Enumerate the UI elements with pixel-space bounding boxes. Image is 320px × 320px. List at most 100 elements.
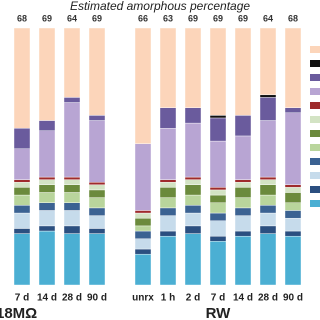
bar-segment	[134, 27, 152, 144]
x-tick-label: 28 d	[62, 293, 82, 304]
bar-segment	[159, 197, 177, 209]
bar-segment	[234, 235, 252, 286]
bar-segment	[38, 192, 56, 203]
top-label: 69	[238, 13, 248, 23]
x-tick-label: 28 d	[258, 293, 278, 304]
bar-segment	[234, 115, 252, 137]
bar-segment	[209, 241, 227, 286]
bar-segment	[13, 205, 31, 214]
bar-segment	[13, 194, 31, 206]
bar-segment	[234, 187, 252, 198]
bar-segment	[284, 202, 302, 211]
bar-segment	[63, 225, 81, 234]
bar-segment	[38, 202, 56, 211]
bar-segment	[38, 210, 56, 227]
bar-segment	[209, 220, 227, 237]
top-label: 69	[42, 13, 52, 23]
bar-segment	[159, 179, 177, 183]
bar-segment	[134, 253, 152, 286]
bar-segment	[88, 233, 106, 286]
bar-segment	[184, 233, 202, 286]
bar-segment	[259, 225, 277, 234]
x-tick-label: unrx	[132, 293, 154, 304]
bar-segment	[13, 179, 31, 183]
bar-segment	[159, 128, 177, 180]
x-tick-label: 14 d	[37, 293, 57, 304]
bar-segment	[134, 248, 152, 255]
bar-segment	[88, 207, 106, 216]
panel-label: RW	[206, 305, 232, 320]
bar-segment	[134, 212, 152, 219]
legend-swatch	[310, 186, 320, 193]
bar-segment	[63, 102, 81, 178]
bar-segment	[284, 187, 302, 193]
bar-segment	[259, 27, 277, 96]
x-tick-label: 7 d	[211, 293, 225, 304]
bar-segment	[209, 140, 227, 188]
bar-segment	[234, 179, 252, 183]
top-label: 69	[213, 13, 223, 23]
bar-segment	[184, 205, 202, 214]
bar-segment	[88, 120, 106, 183]
bar-segment	[63, 27, 81, 98]
bar-segment	[159, 181, 177, 188]
chart-title: Estimated amorphous percentage	[70, 0, 250, 13]
bar-segment	[159, 235, 177, 286]
bar-segment	[259, 212, 277, 227]
x-tick-label: 2 d	[186, 293, 200, 304]
bar-segment	[209, 115, 227, 119]
bar-segment	[259, 184, 277, 196]
legend-swatch	[310, 46, 320, 53]
bar-segment	[284, 210, 302, 219]
bar-segment	[284, 27, 302, 108]
bar-segment	[63, 97, 81, 103]
legend-swatch	[310, 74, 320, 81]
top-label: 66	[138, 13, 148, 23]
bar-segment	[38, 230, 56, 286]
bar-segment	[38, 130, 56, 178]
bar-segment	[63, 176, 81, 180]
legend-swatch	[310, 200, 320, 207]
bar-segment	[234, 135, 252, 180]
bar-segment	[209, 117, 227, 142]
bar-segment	[88, 184, 106, 191]
bar-segment	[134, 238, 152, 250]
bar-segment	[134, 230, 152, 239]
bar-segment	[159, 107, 177, 129]
bar-segment	[209, 235, 227, 242]
bar-segment	[184, 176, 202, 180]
x-tick-label: 90 d	[283, 293, 303, 304]
bar-segment	[184, 27, 202, 108]
bar-segment	[63, 202, 81, 211]
bar-segment	[134, 217, 152, 227]
bar-segment	[134, 210, 152, 214]
bar-segment	[38, 27, 56, 121]
bar-segment	[284, 230, 302, 237]
x-tick-label: 7 d	[15, 293, 29, 304]
bar-segment	[284, 112, 302, 185]
legend-swatch	[310, 144, 320, 151]
bar-segment	[13, 228, 31, 234]
panel-label: 18MΩ	[0, 305, 37, 320]
bar-segment	[209, 189, 227, 196]
bar-segment	[13, 187, 31, 196]
bar-segment	[38, 184, 56, 193]
legend-swatch	[310, 60, 320, 67]
legend-swatch	[310, 116, 320, 123]
bar-segment	[13, 233, 31, 286]
bar-segment	[88, 215, 106, 229]
legend-swatch	[310, 130, 320, 137]
bar-segment	[259, 205, 277, 214]
bar-segment	[184, 107, 202, 124]
bar-segment	[184, 194, 202, 206]
legend-swatch	[310, 88, 320, 95]
bar-segment	[88, 197, 106, 209]
bar-segment	[134, 225, 152, 232]
bar-segment	[159, 230, 177, 237]
bar-segment	[88, 181, 106, 185]
bar-segment	[63, 179, 81, 185]
bar-segment	[209, 187, 227, 191]
bar-segment	[284, 217, 302, 232]
bar-segment	[284, 235, 302, 286]
